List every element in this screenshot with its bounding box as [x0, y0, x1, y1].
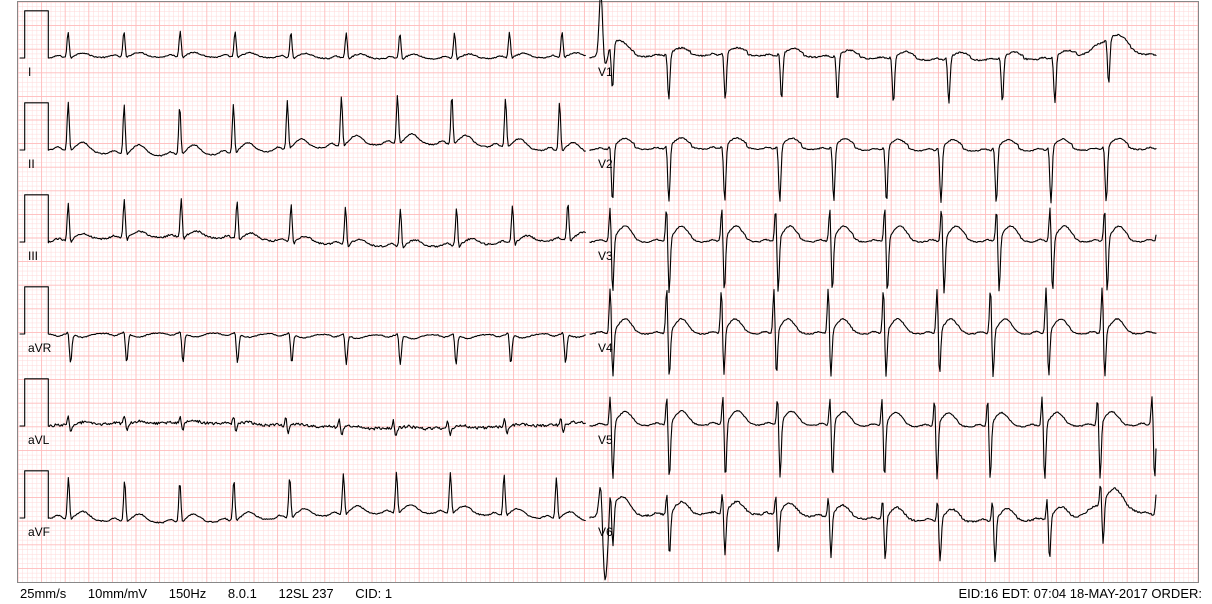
lead-label-V3: V3 [598, 249, 613, 263]
lead-label-V2: V2 [598, 157, 613, 171]
lead-label-V5: V5 [598, 433, 613, 447]
footer-device: 12SL 237 [278, 586, 333, 601]
lead-label-aVL: aVL [28, 433, 50, 447]
lead-label-II: II [28, 157, 35, 171]
footer-version: 8.0.1 [228, 586, 257, 601]
ecg-strip: IIIIIIaVRaVLaVFV1V2V3V4V5V6 25mm/s 10mm/… [0, 0, 1212, 604]
footer-right: EID:16 EDT: 07:04 18-MAY-2017 ORDER: [958, 586, 1202, 601]
ecg-canvas: IIIIIIaVRaVLaVFV1V2V3V4V5V6 [0, 0, 1212, 604]
lead-label-aVR: aVR [28, 341, 52, 355]
lead-label-V4: V4 [598, 341, 613, 355]
footer-cid: CID: 1 [355, 586, 392, 601]
lead-label-V1: V1 [598, 65, 613, 79]
lead-label-V6: V6 [598, 525, 613, 539]
lead-label-III: III [28, 249, 38, 263]
ecg-grid [18, 2, 1199, 583]
footer-eid: EID:16 EDT: 07:04 18-MAY-2017 ORDER: [958, 586, 1202, 601]
footer-gain: 10mm/mV [88, 586, 147, 601]
footer-bar: 25mm/s 10mm/mV 150Hz 8.0.1 12SL 237 CID:… [20, 586, 1202, 601]
footer-speed: 25mm/s [20, 586, 66, 601]
footer-left: 25mm/s 10mm/mV 150Hz 8.0.1 12SL 237 CID:… [20, 586, 410, 601]
lead-label-aVF: aVF [28, 525, 50, 539]
footer-filter: 150Hz [169, 586, 207, 601]
lead-label-I: I [28, 65, 31, 79]
